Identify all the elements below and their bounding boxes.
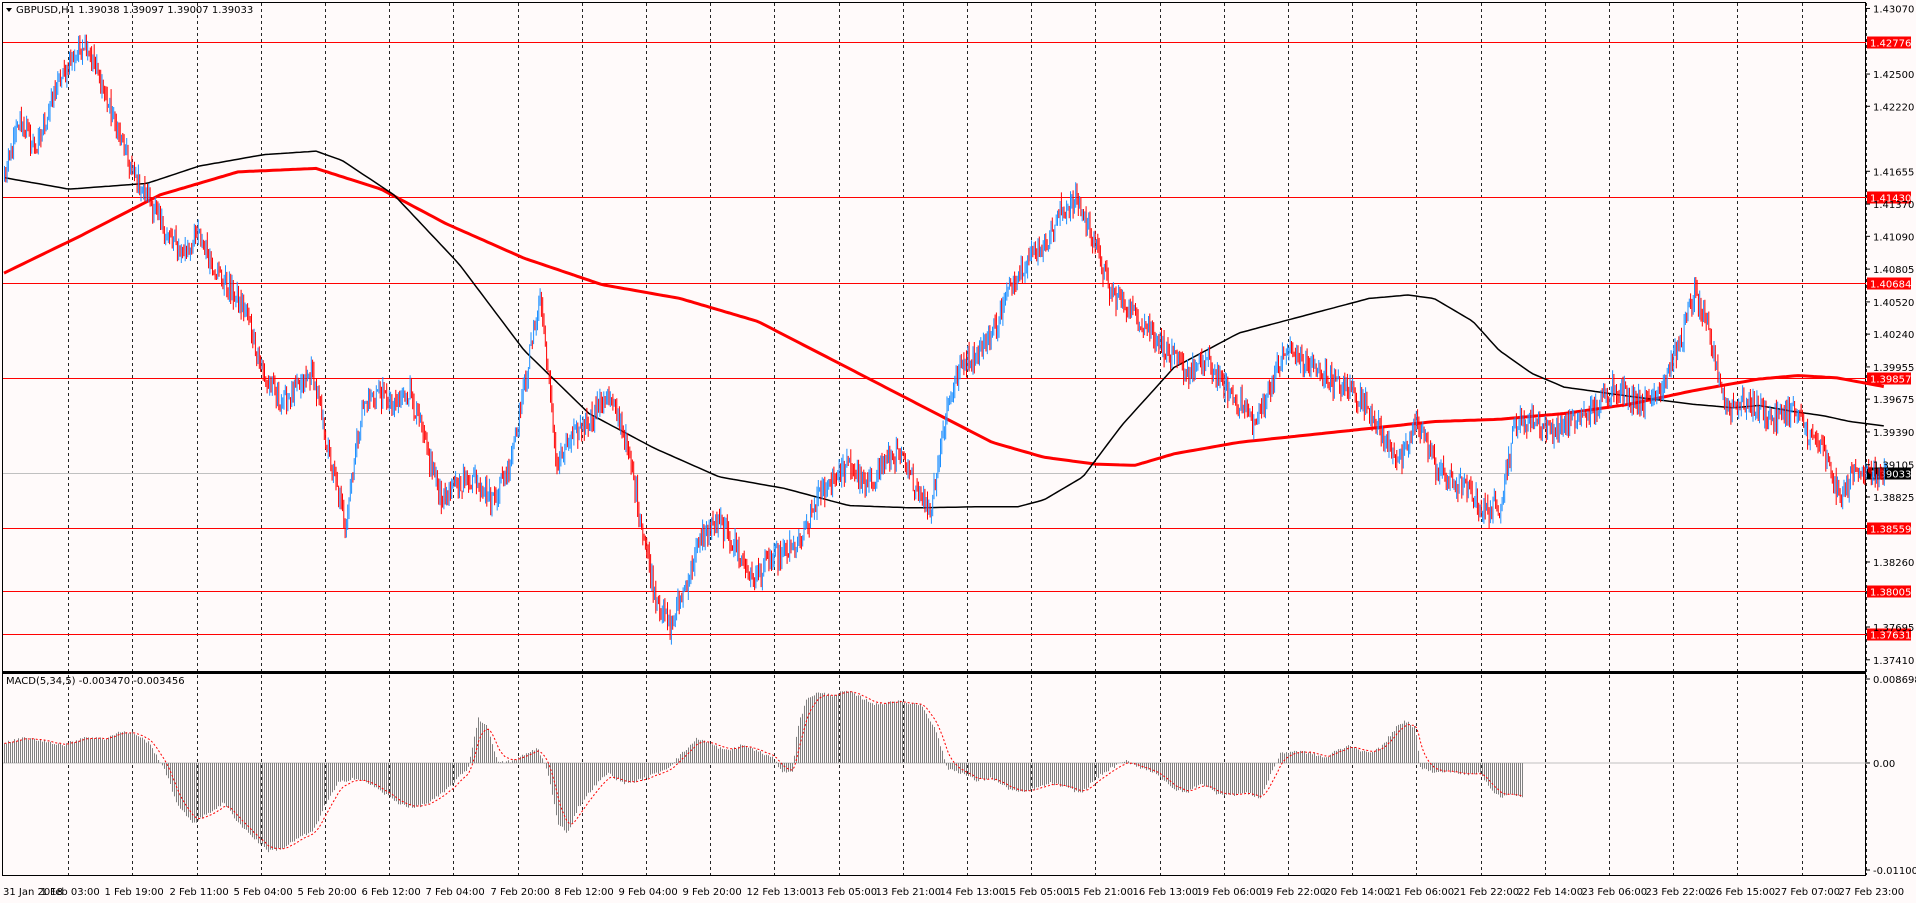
macd-histogram: [4, 690, 1523, 853]
y-tick-label: 1.41370: [1873, 200, 1914, 211]
y-tick-label: 1.43070: [1873, 4, 1914, 15]
x-tick-label: 6 Feb 12:00: [362, 887, 421, 898]
macd-panel-frame: [2, 673, 1866, 876]
panel-frames: [2, 2, 1866, 876]
x-tick-label: 7 Feb 20:00: [491, 887, 550, 898]
macd-panel-header: MACD(5,34,5) -0.003470 -0.003456: [6, 676, 185, 687]
x-tick-label: 12 Feb 13:00: [747, 887, 813, 898]
y-tick-label: 1.39675: [1873, 395, 1914, 406]
y-tick-label: 1.39390: [1873, 428, 1914, 439]
x-tick-label: 7 Feb 04:00: [426, 887, 485, 898]
x-tick-label: 13 Feb 05:00: [812, 887, 878, 898]
current-price-label: 1.39033: [1870, 470, 1911, 481]
macd-indicator: [3, 690, 1866, 853]
x-tick-label: 5 Feb 20:00: [298, 887, 357, 898]
macd-panel-title: MACD(5,34,5) -0.003470 -0.003456: [6, 676, 185, 687]
moving-averages: [3, 150, 1885, 509]
y-tick-label: 1.39955: [1873, 363, 1914, 374]
level-label: 1.37631: [1870, 631, 1911, 642]
x-tick-label: 5 Feb 04:00: [234, 887, 293, 898]
x-tick-label: 8 Feb 12:00: [555, 887, 614, 898]
price-panel-frame: [2, 2, 1866, 672]
triangle-down-icon[interactable]: [6, 8, 12, 12]
x-tick-label: 9 Feb 20:00: [683, 887, 742, 898]
ma-fast-line: [3, 150, 1884, 509]
level-label: 1.40684: [1870, 280, 1911, 291]
y-tick-label: 1.40240: [1873, 330, 1914, 341]
level-label-box: [1867, 277, 1911, 290]
x-tick-label: 2 Feb 11:00: [170, 887, 229, 898]
x-tick-label: 19 Feb 22:00: [1261, 887, 1327, 898]
price-candles: [4, 34, 1888, 645]
level-label-box: [1867, 372, 1911, 385]
x-tick-label: 21 Feb 06:00: [1389, 887, 1455, 898]
level-label: 1.38005: [1870, 588, 1911, 599]
bearish-candles: [5, 34, 1884, 640]
y-tick-label: 1.40805: [1873, 265, 1914, 276]
x-tick-label: 27 Feb 23:00: [1839, 887, 1905, 898]
horizontal-levels: 1.42776 1.41430 1.40684 1.39857 1.38559 1.380…: [3, 36, 1911, 642]
macd-axis: 0.008698 0.00 -0.011002: [1866, 675, 1916, 877]
price-panel-header: GBPUSD,H1 1.39038 1.39097 1.39007 1.3903…: [6, 5, 253, 16]
x-tick-label: 31 Jan 2018: [3, 887, 63, 898]
level-label-box: [1867, 191, 1911, 204]
y-tick-label: 1.38260: [1873, 558, 1914, 569]
x-tick-label: 9 Feb 04:00: [619, 887, 678, 898]
x-tick-label: 26 Feb 15:00: [1710, 887, 1776, 898]
y-tick-label: 1.41655: [1873, 167, 1914, 178]
y-tick-label: 1.37695: [1873, 623, 1914, 634]
ma-slow-line: [3, 166, 1885, 467]
x-tick-label: 27 Feb 07:00: [1775, 887, 1841, 898]
x-tick-label: 21 Feb 22:00: [1454, 887, 1520, 898]
level-label-box: [1867, 628, 1911, 641]
x-tick-label: 14 Feb 13:00: [940, 887, 1006, 898]
price-panel-title: GBPUSD,H1 1.39038 1.39097 1.39007 1.3903…: [16, 5, 253, 16]
level-label: 1.38559: [1870, 525, 1911, 536]
x-tick-label: 19 Feb 06:00: [1197, 887, 1263, 898]
x-tick-label: 15 Feb 21:00: [1068, 887, 1134, 898]
macd-tick-label: 0.008698: [1873, 675, 1916, 686]
y-tick-label: 1.42500: [1873, 70, 1914, 81]
macd-tick-label: 0.00: [1873, 759, 1895, 770]
level-label-box: [1867, 585, 1911, 598]
x-tick-label: 23 Feb 06:00: [1582, 887, 1648, 898]
bullish-candles: [4, 34, 1888, 645]
x-tick-label: 1 Feb 03:00: [41, 887, 100, 898]
level-label: 1.41430: [1870, 194, 1911, 205]
y-tick-label: 1.39105: [1873, 461, 1914, 472]
x-tick-label: 20 Feb 14:00: [1325, 887, 1391, 898]
time-grid: [68, 3, 1867, 875]
macd-tick-label: -0.011002: [1873, 866, 1916, 877]
x-tick-label: 16 Feb 13:00: [1133, 887, 1199, 898]
x-tick-label: 23 Feb 22:00: [1646, 887, 1712, 898]
level-label-box: [1867, 36, 1911, 49]
y-tick-label: 1.41090: [1873, 232, 1914, 243]
y-tick-label: 1.37410: [1873, 656, 1914, 667]
y-tick-label: 1.42220: [1873, 102, 1914, 113]
x-tick-label: 22 Feb 14:00: [1518, 887, 1584, 898]
y-tick-label: 1.40520: [1873, 298, 1914, 309]
x-tick-label: 15 Feb 05:00: [1004, 887, 1070, 898]
x-tick-label: 1 Feb 19:00: [105, 887, 164, 898]
x-tick-label: 13 Feb 21:00: [876, 887, 942, 898]
y-tick-label: 1.38825: [1873, 493, 1914, 504]
price-axis: 1.43070 1.42500 1.42220 1.41655 1.41370 1.410…: [1866, 4, 1914, 667]
level-label: 1.42776: [1870, 39, 1911, 50]
level-label: 1.39857: [1870, 375, 1911, 386]
level-label-box: [1867, 522, 1911, 535]
